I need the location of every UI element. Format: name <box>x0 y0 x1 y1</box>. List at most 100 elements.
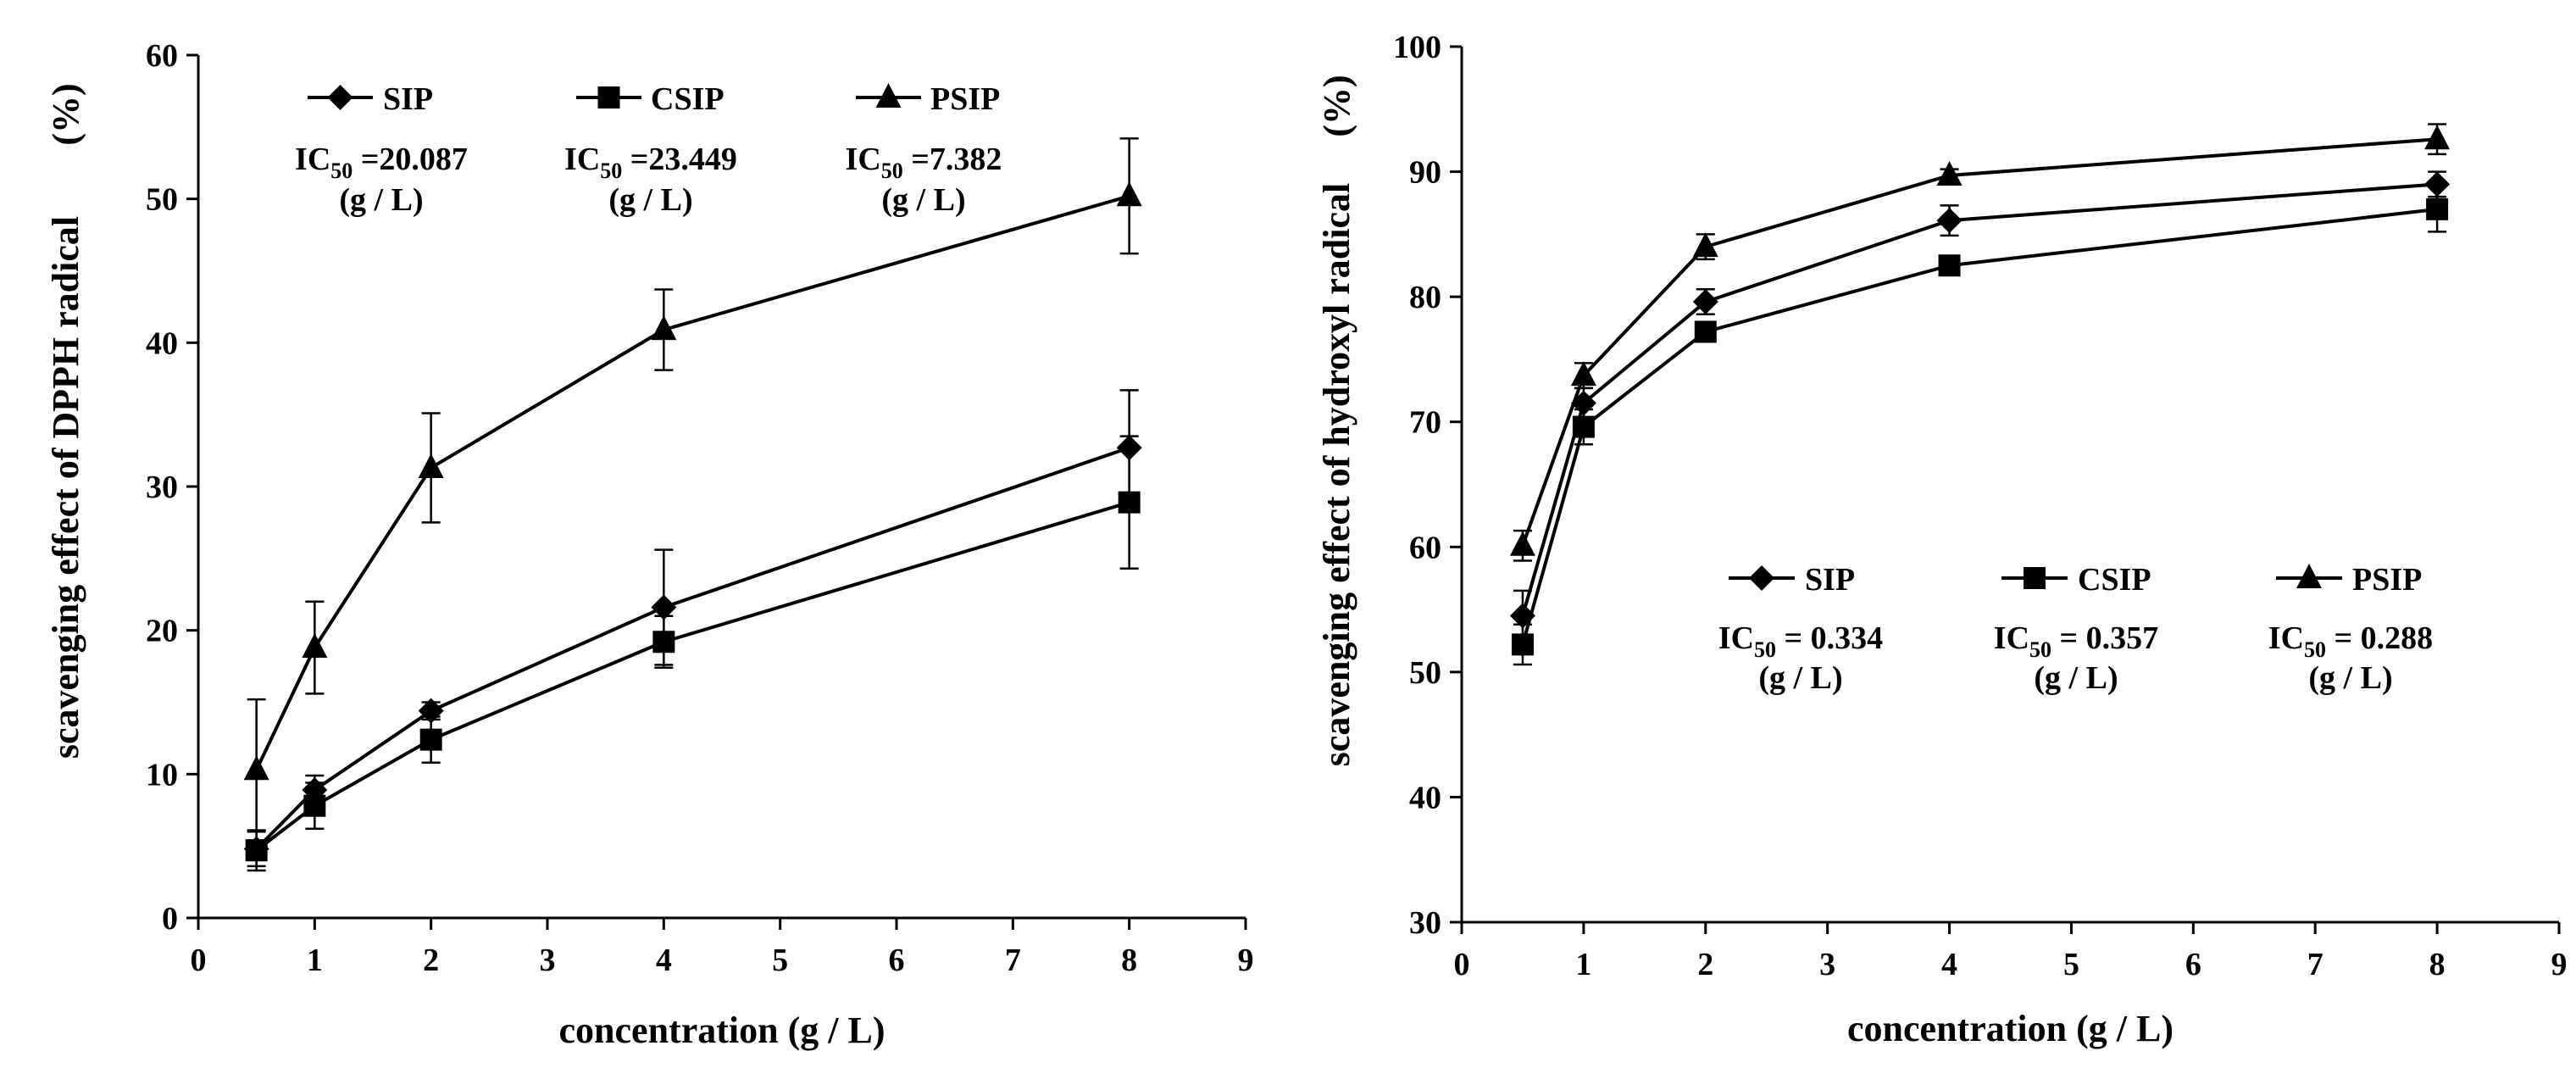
data-point-diamond <box>651 594 677 620</box>
ic50-value: =20.087 <box>353 142 468 177</box>
data-point-square <box>1572 415 1595 438</box>
y-axis-title: scavenging effect of hydroxyl radical <box>1316 183 1357 766</box>
data-point-diamond <box>2424 171 2451 197</box>
legend-label: CSIP <box>651 81 724 117</box>
legend-marker-triangle <box>2296 564 2322 588</box>
series-line <box>254 194 1130 771</box>
x-tick-label: 8 <box>1121 943 1137 978</box>
ic50-unit: (g / L) <box>2034 660 2118 696</box>
series-csip <box>245 435 1141 872</box>
ic50-value: = 0.334 <box>1776 620 1883 656</box>
y-axis-unit: (%) <box>1316 75 1357 136</box>
data-point-triangle <box>1116 181 1142 207</box>
legend-label: PSIP <box>930 81 1000 117</box>
data-point-square <box>1694 320 1717 343</box>
data-point-square <box>245 839 268 862</box>
data-point-triangle <box>2424 125 2451 150</box>
data-point-triangle <box>1936 160 1963 186</box>
chart-panel-left: 0 10 20 30 40 50 60 0 1 2 3 4 5 6 7 8 9 concentration (g … <box>45 38 1254 1051</box>
y-tick-label: 50 <box>1409 655 1441 691</box>
ic50-prefix: IC <box>1994 620 2029 656</box>
legend-marker-diamond <box>327 85 353 110</box>
x-tick-label: 3 <box>540 943 556 978</box>
x-tick-label: 1 <box>1575 947 1591 982</box>
x-tick-label: 2 <box>1697 947 1713 982</box>
ic50-subscript: 50 <box>600 159 622 183</box>
y-tick-label: 30 <box>146 470 178 505</box>
ic50-subscript: 50 <box>2029 637 2051 662</box>
series-line <box>255 500 1130 852</box>
ic50-prefix: IC <box>2268 620 2304 656</box>
y-tick-label: 80 <box>1409 280 1441 315</box>
data-point-square <box>2426 197 2449 220</box>
ic50-prefix: IC <box>295 142 330 177</box>
y-tick-label: 70 <box>1409 405 1441 441</box>
data-point-triangle <box>243 755 269 781</box>
data-point-diamond <box>1692 289 1718 315</box>
ic50-annotation: IC50 = 0.334 <box>1718 620 1883 662</box>
y-tick-label: 60 <box>146 38 178 74</box>
legend-marker-square <box>597 86 620 108</box>
ic50-annotation: IC50 =20.087 <box>295 142 468 183</box>
y-tick-label: 20 <box>146 614 178 649</box>
data-point-square <box>1118 491 1141 514</box>
y-tick-label: 30 <box>1409 905 1441 941</box>
x-tick-label: 7 <box>2307 947 2323 982</box>
y-tick-label: 60 <box>1409 530 1441 565</box>
ic50-subscript: 50 <box>881 159 903 183</box>
legend-marker-diamond <box>1749 565 1774 591</box>
data-point-triangle <box>1509 531 1535 556</box>
ic50-subscript: 50 <box>2304 637 2326 662</box>
series-csip <box>1511 186 2449 666</box>
x-tick-label: 4 <box>656 943 672 978</box>
x-tick-label: 0 <box>1454 947 1470 982</box>
x-tick-label: 7 <box>1005 943 1021 978</box>
legend-marker-square <box>2024 567 2046 589</box>
data-point-triangle <box>1692 232 1718 258</box>
ic50-subscript: 50 <box>330 159 353 183</box>
x-tick-label: 9 <box>1238 943 1254 978</box>
y-axis-unit: (%) <box>45 83 86 145</box>
x-tick-label: 5 <box>772 943 788 978</box>
x-tick-label: 9 <box>2551 947 2568 982</box>
y-tick-label: 40 <box>146 325 178 361</box>
ic50-unit: (g / L) <box>608 182 692 218</box>
ic50-unit: (g / L) <box>881 182 965 218</box>
data-point-diamond <box>1936 208 1963 234</box>
ic50-unit: (g / L) <box>339 182 423 218</box>
ic50-subscript: 50 <box>1754 637 1776 662</box>
ic50-prefix: IC <box>564 142 600 177</box>
x-tick-label: 0 <box>191 943 207 978</box>
data-point-square <box>652 631 675 654</box>
ic50-unit: (g / L) <box>2308 660 2392 696</box>
y-tick-label: 10 <box>146 757 178 793</box>
data-point-square <box>303 794 326 817</box>
data-point-triangle <box>1570 361 1596 387</box>
chart-panel-right: 30 40 50 60 70 80 90 100 0 1 2 3 4 5 6 7 8 9 concentration… <box>1316 30 2568 1049</box>
series-psip <box>243 137 1142 842</box>
ic50-value: =7.382 <box>903 142 1002 177</box>
legend-label: SIP <box>1805 562 1855 598</box>
legend-label: CSIP <box>2078 562 2151 598</box>
x-tick-label: 4 <box>1941 947 1957 982</box>
ic50-unit: (g / L) <box>1758 660 1842 696</box>
legend-label: PSIP <box>2352 562 2422 598</box>
x-tick-label: 6 <box>889 943 905 978</box>
x-axis-title: concentration (g / L) <box>559 1009 886 1051</box>
x-tick-label: 3 <box>1819 947 1835 982</box>
legend-label: SIP <box>383 81 433 117</box>
data-point-square <box>1511 633 1534 656</box>
data-point-triangle <box>651 315 677 341</box>
series-sip <box>243 389 1142 868</box>
ic50-value: = 0.288 <box>2326 620 2433 656</box>
y-axis-title: scavenging effect of DPPH radical <box>45 216 86 759</box>
series-line <box>255 446 1130 850</box>
y-tick-label: 50 <box>146 182 178 218</box>
x-tick-label: 5 <box>2063 947 2079 982</box>
x-tick-label: 8 <box>2429 947 2446 982</box>
data-point-square <box>419 728 442 751</box>
data-point-triangle <box>418 453 444 478</box>
ic50-prefix: IC <box>1718 620 1754 656</box>
y-tick-label: 0 <box>162 901 178 937</box>
